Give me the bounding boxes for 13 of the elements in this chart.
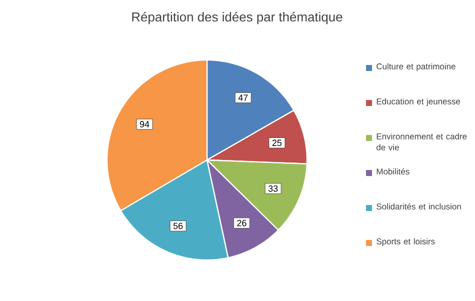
data-label: 25 (272, 140, 282, 146)
chart-title: Répartition des idées par thématique (132, 12, 342, 24)
data-label: 56 (173, 222, 183, 230)
legend-label: Mobilités (376, 168, 410, 175)
legend-label: Education et jeunesse (376, 98, 460, 106)
legend-label: Environnement et cadre de vie (376, 133, 467, 150)
data-label: 47 (238, 94, 248, 101)
data-label: 33 (268, 185, 278, 192)
legend-label: Sports et loisirs (376, 238, 435, 246)
legend-label: Culture et patrimoine (376, 63, 456, 72)
data-label: 26 (237, 220, 246, 226)
legend-label: Solidarités et inclusion (376, 203, 461, 210)
data-label: 94 (140, 121, 150, 128)
